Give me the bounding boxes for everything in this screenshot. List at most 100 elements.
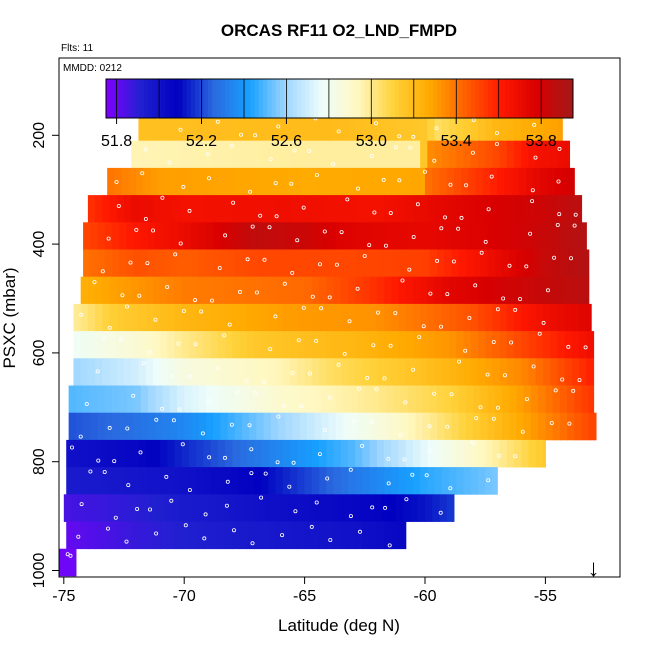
heatmap-cell [220, 249, 229, 278]
heatmap-cell [391, 303, 400, 332]
heatmap-cell [155, 385, 164, 414]
heatmap-cell [311, 195, 320, 223]
heatmap-cell [87, 467, 96, 495]
heatmap-cell [167, 439, 176, 468]
heatmap-cell [244, 167, 253, 196]
heatmap-cell [528, 303, 537, 332]
sample-marker [530, 188, 535, 193]
heatmap-cell [338, 494, 347, 522]
colorbar-segment [309, 79, 315, 118]
heatmap-cell [275, 276, 284, 305]
colorbar-segment [186, 79, 192, 118]
heatmap-cell [232, 140, 241, 169]
heatmap-cell [246, 195, 255, 223]
heatmap-cell [285, 249, 294, 278]
colorbar-segment [322, 79, 328, 118]
heatmap-cell [449, 303, 457, 332]
heatmap-cell [571, 195, 580, 223]
heatmap-cell [470, 140, 479, 169]
colorbar-segment [144, 79, 149, 118]
heatmap-cell [145, 467, 154, 495]
sample-marker [388, 210, 393, 215]
heatmap-cell [307, 249, 315, 278]
heatmap-cell [391, 331, 400, 359]
sample-marker [393, 145, 398, 150]
colorbar-segment [297, 79, 302, 118]
heatmap-cell [90, 222, 99, 250]
heatmap-cell [492, 276, 501, 305]
heatmap-cell [376, 358, 385, 386]
sample-marker [268, 347, 273, 352]
heatmap-cell [225, 276, 233, 305]
heatmap-cell [364, 222, 373, 250]
heatmap-cell [162, 222, 171, 250]
heatmap-cell [461, 167, 469, 196]
y-tick-label: 800 [31, 448, 48, 475]
heatmap-cell [504, 167, 513, 196]
heatmap-cell [148, 249, 156, 278]
sample-marker [292, 148, 297, 153]
colorbar-segment [437, 79, 442, 118]
sample-marker [245, 257, 250, 262]
heatmap-cell [514, 358, 522, 386]
heatmap-cell [249, 412, 258, 441]
colorbar-segment [445, 79, 451, 118]
sample-marker [369, 419, 374, 424]
heatmap-cell [104, 385, 113, 414]
heatmap-cell [239, 358, 248, 386]
heatmap-cell [75, 385, 84, 414]
sample-marker [262, 257, 267, 262]
sample-marker [407, 267, 412, 272]
heatmap-cell [381, 494, 390, 522]
heatmap-cell [261, 439, 270, 468]
sample-marker [367, 243, 372, 248]
heatmap-cell [111, 222, 120, 250]
heatmap-cell [208, 167, 217, 196]
heatmap-cell [514, 195, 522, 223]
heatmap-cell [384, 331, 392, 359]
sample-marker [524, 397, 529, 402]
heatmap-cell [196, 140, 205, 169]
sample-marker [382, 376, 387, 381]
heatmap-cell [379, 412, 388, 441]
sample-marker [557, 146, 562, 151]
heatmap-cell [422, 385, 431, 414]
heatmap-cell [559, 385, 568, 414]
heatmap-cell [128, 167, 137, 196]
heatmap-cell [210, 276, 219, 305]
heatmap-cell [119, 412, 128, 441]
heatmap-cell [311, 358, 320, 386]
heatmap-cell [104, 222, 113, 250]
heatmap-cell [73, 548, 77, 577]
heatmap-cell [357, 385, 366, 414]
heatmap-cell [152, 113, 161, 142]
sample-marker [424, 473, 429, 478]
colorbar-segment [178, 79, 183, 118]
heatmap-cell [429, 249, 438, 278]
heatmap-cell [246, 331, 255, 359]
sample-marker [513, 454, 518, 459]
heatmap-cell [355, 467, 363, 495]
heatmap-cell [71, 494, 79, 522]
colorbar-tick-label: 52.2 [186, 133, 217, 150]
heatmap-cell [415, 222, 424, 250]
heatmap-cell [239, 140, 248, 169]
heatmap-cell [473, 222, 481, 250]
heatmap-cell [350, 412, 359, 441]
heatmap-cell [292, 249, 301, 278]
sample-marker [107, 425, 112, 430]
heatmap-cell [189, 276, 197, 305]
heatmap-cell [193, 494, 202, 522]
sample-marker [164, 474, 169, 479]
heatmap-cell [372, 385, 380, 414]
heatmap-cell [174, 521, 183, 550]
sample-marker [317, 262, 322, 267]
colorbar-segment [420, 79, 425, 118]
heatmap-cell [376, 140, 385, 169]
heatmap-cell [297, 467, 306, 495]
sample-marker [328, 538, 333, 543]
heatmap-cell [579, 358, 587, 386]
heatmap-cell [201, 494, 209, 522]
heatmap-cell [145, 521, 154, 550]
heatmap-cell [485, 140, 493, 169]
